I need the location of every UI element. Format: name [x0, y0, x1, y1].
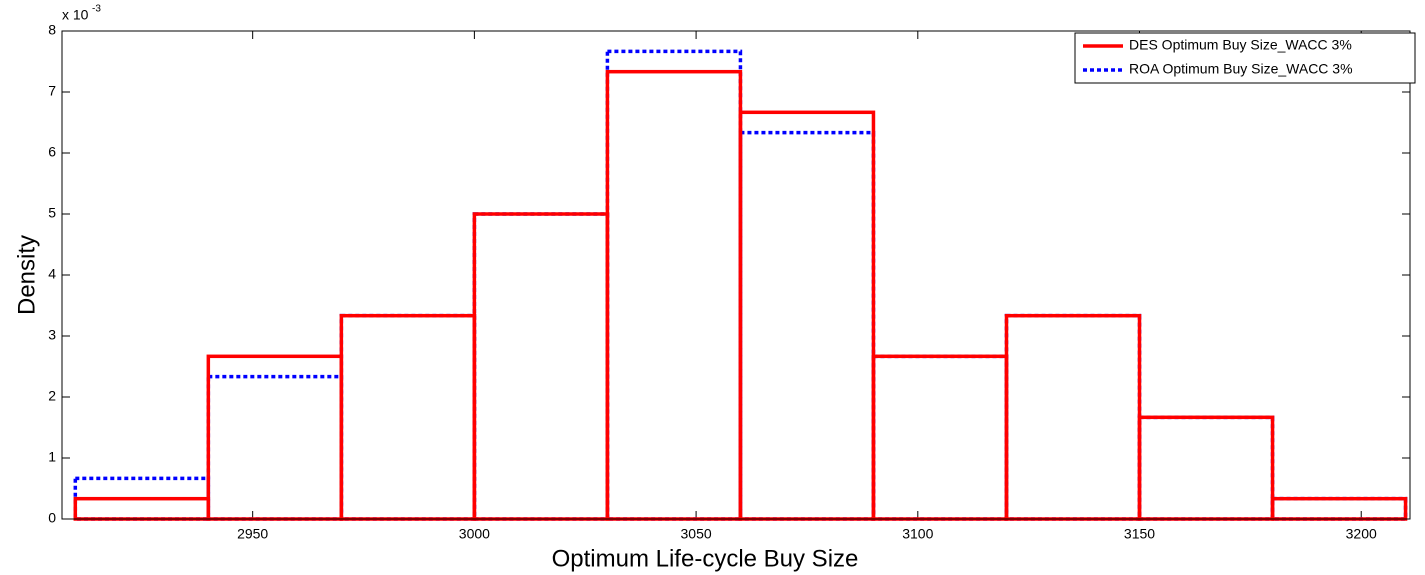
- bar: [1270, 496, 1408, 521]
- x-tick-label: 3050: [681, 526, 712, 542]
- bar: [1004, 313, 1142, 521]
- bar: [605, 69, 743, 521]
- y-tick-label: 2: [48, 388, 56, 404]
- legend-box: [1074, 32, 1416, 84]
- plot-frame: [61, 30, 1411, 520]
- bar: [1137, 415, 1275, 521]
- y-multiplier-exponent: -3: [92, 4, 101, 15]
- bar: [871, 354, 1009, 521]
- bar: [206, 354, 344, 521]
- bar: [73, 496, 211, 521]
- y-tick-label: 3: [48, 327, 56, 343]
- legend-label: DES Optimum Buy Size_WACC 3%: [1129, 37, 1352, 53]
- y-tick-label: 4: [48, 266, 56, 282]
- y-tick-label: 7: [48, 83, 56, 99]
- x-tick-label: 3200: [1346, 526, 1377, 542]
- y-multiplier: x 10: [62, 7, 89, 23]
- bar: [339, 313, 477, 521]
- bar: [339, 313, 477, 521]
- bar: [1137, 415, 1275, 521]
- x-axis-label: Optimum Life-cycle Buy Size: [552, 545, 859, 572]
- bar: [605, 49, 743, 521]
- x-tick-label: 3150: [1124, 526, 1155, 542]
- legend-label: ROA Optimum Buy Size_WACC 3%: [1129, 61, 1353, 77]
- bar: [1270, 496, 1408, 521]
- x-tick-label: 2950: [237, 526, 268, 542]
- bar: [206, 374, 344, 521]
- y-tick-label: 8: [48, 22, 56, 38]
- bar: [472, 212, 610, 521]
- y-tick-label: 5: [48, 205, 56, 221]
- y-tick-label: 0: [48, 510, 56, 526]
- bar: [738, 130, 876, 521]
- y-axis-label: Density: [13, 235, 40, 315]
- x-tick-label: 3100: [902, 526, 933, 542]
- y-tick-label: 1: [48, 449, 56, 465]
- bar: [472, 212, 610, 521]
- bar: [1004, 313, 1142, 521]
- bar: [738, 110, 876, 521]
- y-tick-label: 6: [48, 144, 56, 160]
- bar: [871, 354, 1009, 521]
- x-tick-label: 3000: [459, 526, 490, 542]
